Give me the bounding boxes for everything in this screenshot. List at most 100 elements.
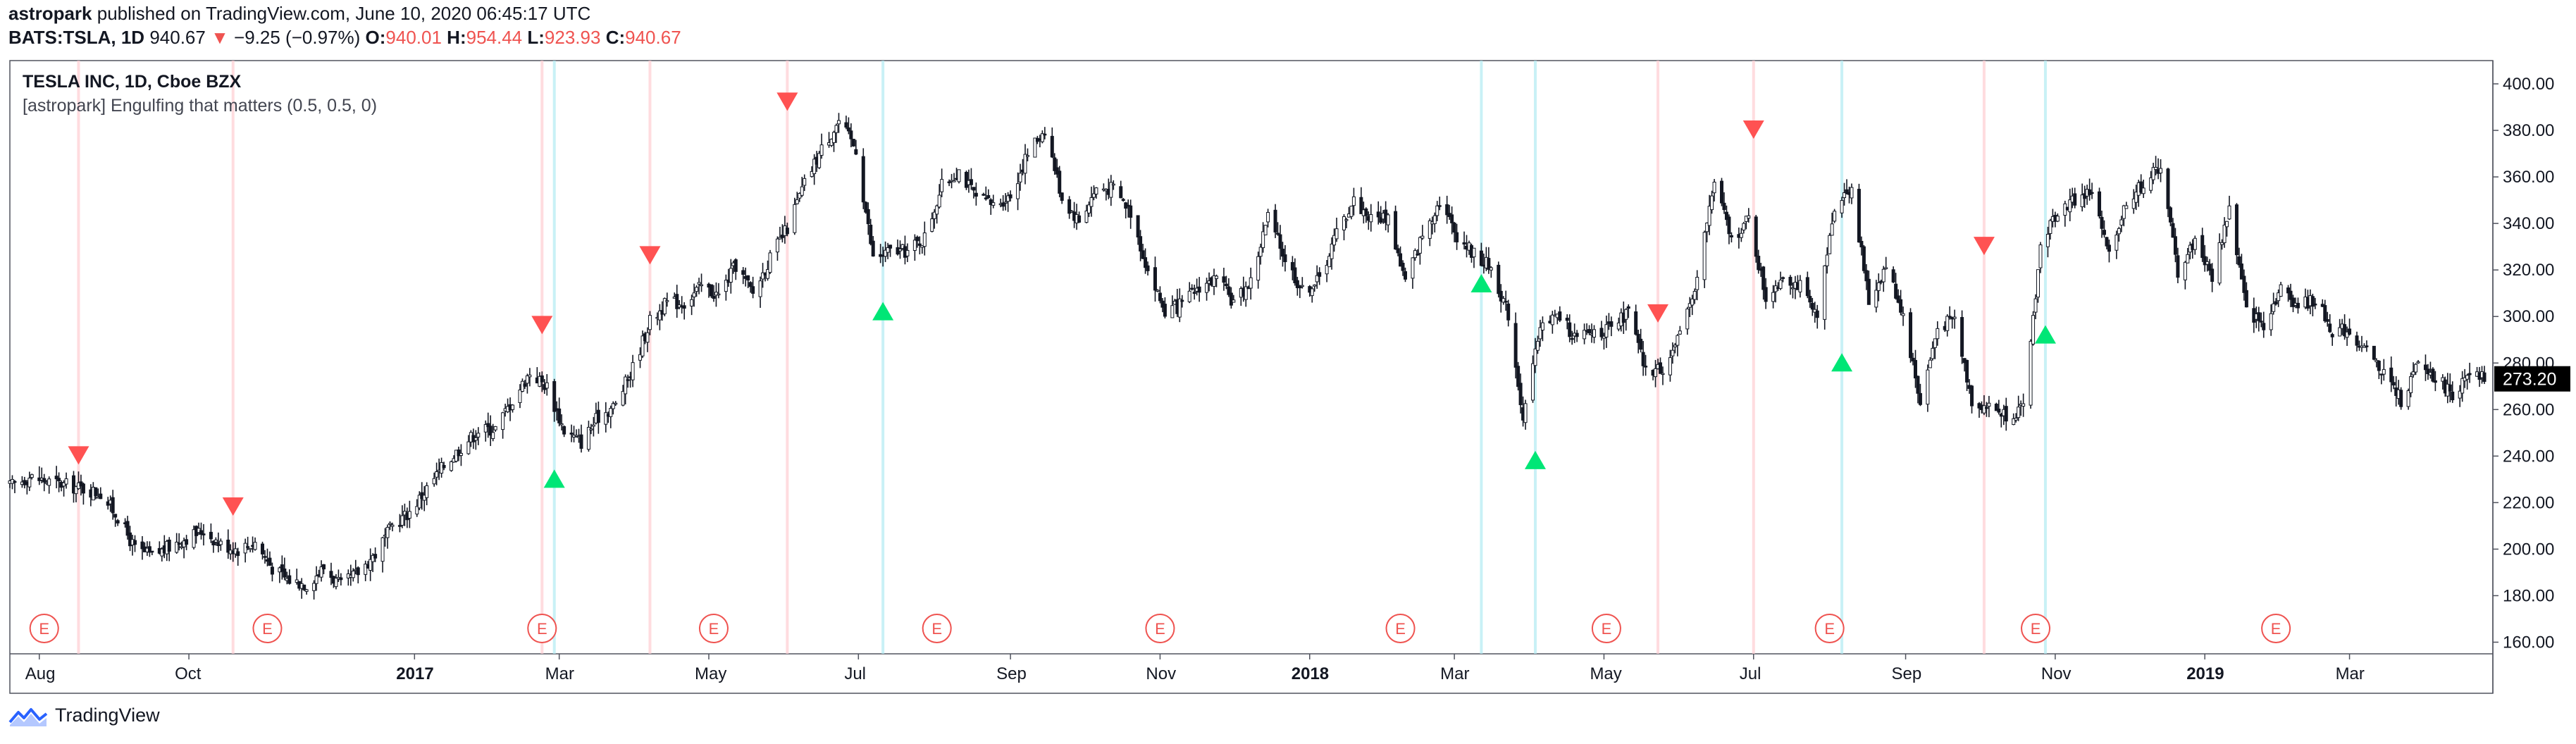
bull-signal-band-1 bbox=[881, 61, 885, 654]
candle-body-615 bbox=[2119, 219, 2124, 226]
candle-body-617 bbox=[2124, 205, 2129, 209]
candle-body-373 bbox=[1290, 261, 1294, 271]
candle-body-552 bbox=[1901, 313, 1905, 316]
candle-body-681 bbox=[2345, 331, 2349, 338]
candle-body-230 bbox=[798, 193, 802, 199]
candle-body-170 bbox=[591, 424, 595, 427]
candle-body-38 bbox=[140, 541, 144, 550]
study-legend[interactable]: [astropark] Engulfing that matters (0.5,… bbox=[23, 96, 378, 116]
candle-body-267 bbox=[922, 232, 927, 247]
candle-body-265 bbox=[917, 243, 922, 246]
candle-body-488 bbox=[1685, 309, 1690, 330]
candle-body-704 bbox=[2426, 368, 2430, 375]
candle-body-534 bbox=[1843, 192, 1847, 199]
candle-body-231 bbox=[800, 186, 804, 196]
candle-body-473 bbox=[1634, 311, 1638, 335]
candle-body-687 bbox=[2365, 345, 2369, 347]
candle-body-622 bbox=[2141, 187, 2145, 194]
candle-body-535 bbox=[1845, 189, 1849, 194]
candle-body-284 bbox=[984, 197, 988, 199]
candle-body-364 bbox=[1258, 247, 1263, 257]
candle-body-212 bbox=[733, 259, 738, 272]
candle-body-225 bbox=[780, 235, 784, 238]
candle-body-511 bbox=[1761, 266, 1766, 290]
candle-body-14 bbox=[57, 478, 61, 482]
candle-body-465 bbox=[1604, 324, 1609, 337]
candle-body-136 bbox=[473, 437, 478, 441]
earnings-marker-label-9: E bbox=[2031, 620, 2041, 638]
x-tick-label-13: Nov bbox=[2041, 664, 2072, 683]
candle-body-590 bbox=[2033, 298, 2038, 313]
open-value: 940.01 bbox=[385, 27, 442, 48]
candle-body-106 bbox=[371, 554, 375, 562]
candle-body-546 bbox=[1881, 268, 1885, 283]
earnings-marker-icon-10 bbox=[2261, 614, 2291, 643]
candle-body-395 bbox=[1364, 209, 1368, 216]
candle-body-132 bbox=[459, 452, 463, 456]
candle-body-487 bbox=[1678, 330, 1682, 335]
candle-body-242 bbox=[836, 120, 841, 125]
candle-body-712 bbox=[2451, 391, 2455, 401]
candle-body-711 bbox=[2448, 384, 2452, 392]
candle-body-643 bbox=[2217, 242, 2222, 284]
candle-body-245 bbox=[849, 130, 853, 140]
candle-body-152 bbox=[528, 374, 532, 378]
candle-body-628 bbox=[2166, 168, 2170, 209]
candle-body-541 bbox=[1864, 270, 1869, 282]
x-tick-label-8: 2018 bbox=[1292, 664, 1329, 683]
candle-body-176 bbox=[611, 403, 615, 409]
change-arrow-icon: ▼ bbox=[211, 27, 229, 48]
bear-signal-band-0 bbox=[77, 61, 80, 654]
candle-body-216 bbox=[748, 282, 753, 287]
candle-body-296 bbox=[1023, 154, 1027, 174]
candle-body-665 bbox=[2291, 297, 2296, 307]
candle-body-530 bbox=[1828, 235, 1832, 254]
candle-body-462 bbox=[1592, 329, 1597, 338]
earnings-marker-icon-5 bbox=[1145, 614, 1175, 643]
candle-body-504 bbox=[1739, 232, 1743, 238]
candle-body-376 bbox=[1298, 285, 1302, 289]
candle-body-410 bbox=[1416, 254, 1420, 256]
candle-body-640 bbox=[2205, 261, 2210, 265]
candle-body-17 bbox=[64, 478, 68, 485]
candle-body-472 bbox=[1626, 306, 1630, 309]
candle-body-440 bbox=[1518, 383, 1523, 406]
bull-signal-triangle-up-icon-3 bbox=[1524, 450, 1546, 469]
candle-body-63 bbox=[226, 539, 230, 553]
candle-body-547 bbox=[1884, 267, 1888, 269]
candle-body-247 bbox=[854, 149, 858, 155]
candle-body-127 bbox=[442, 464, 446, 469]
candle-body-651 bbox=[2242, 275, 2246, 293]
candle-body-506 bbox=[1744, 216, 1748, 222]
tradingview-brand[interactable]: TradingView bbox=[8, 705, 160, 726]
candle-body-471 bbox=[1624, 309, 1628, 320]
bull-signal-band-0 bbox=[552, 61, 556, 654]
candle-body-67 bbox=[236, 551, 240, 557]
candle-body-275 bbox=[952, 180, 956, 182]
candle-body-585 bbox=[2017, 407, 2021, 418]
candle-body-183 bbox=[638, 354, 643, 361]
earnings-marker-label-2: E bbox=[537, 620, 547, 638]
candle-body-355 bbox=[1227, 286, 1231, 295]
candle-body-532 bbox=[1833, 211, 1837, 222]
candle-body-490 bbox=[1690, 298, 1695, 306]
candle-body-304 bbox=[1053, 157, 1057, 171]
bull-signal-triangle-up-icon-1 bbox=[872, 302, 894, 321]
candle-body-697 bbox=[2399, 390, 2403, 407]
candle-body-42 bbox=[150, 550, 154, 553]
candle-body-57 bbox=[202, 533, 206, 535]
candle-body-352 bbox=[1214, 275, 1218, 279]
last-price-tag bbox=[2494, 366, 2570, 392]
candle-body-360 bbox=[1244, 286, 1248, 300]
candle-body-597 bbox=[2055, 216, 2060, 222]
candle-body-537 bbox=[1850, 187, 1854, 199]
candle-body-160 bbox=[557, 408, 562, 423]
y-tick-label-11: 380.00 bbox=[2503, 121, 2554, 140]
candle-body-200 bbox=[695, 287, 699, 292]
publisher-name[interactable]: astropark bbox=[8, 3, 92, 24]
candle-body-233 bbox=[810, 170, 814, 178]
candle-body-436 bbox=[1504, 301, 1508, 303]
candle-body-683 bbox=[2355, 335, 2359, 346]
candle-body-95 bbox=[334, 578, 338, 588]
